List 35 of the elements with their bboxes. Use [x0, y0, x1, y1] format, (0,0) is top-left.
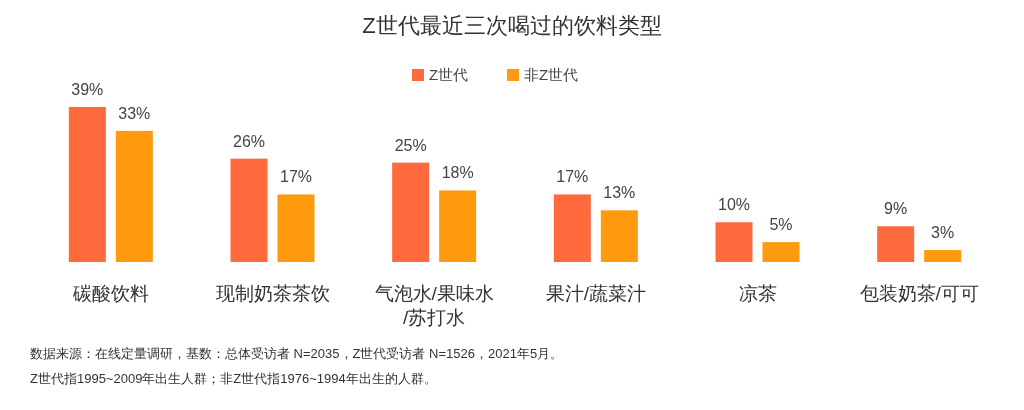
- data-label: 9%: [884, 200, 908, 218]
- bar: [392, 162, 430, 262]
- bar: [553, 194, 591, 262]
- bar: [277, 194, 315, 262]
- data-label: 3%: [931, 224, 955, 242]
- x-tick-label: 包装奶茶/可可: [859, 283, 979, 304]
- bar: [924, 250, 962, 262]
- data-label: 5%: [769, 216, 793, 234]
- bar: [600, 210, 638, 262]
- data-label: 39%: [71, 81, 104, 98]
- data-label: 13%: [603, 184, 636, 202]
- bar: [439, 190, 477, 262]
- data-label: 10%: [717, 196, 751, 214]
- bar: [230, 158, 268, 262]
- legend-label: 非Z世代: [524, 66, 579, 83]
- bar: [877, 226, 915, 262]
- bar: [762, 242, 800, 262]
- x-tick-label: 碳酸饮料: [71, 283, 149, 304]
- x-tick-label: 凉茶: [738, 283, 777, 304]
- data-label: 18%: [441, 164, 474, 182]
- bar: [115, 130, 153, 262]
- bar: [715, 222, 753, 262]
- bar: [68, 107, 106, 262]
- chart-title: Z世代最近三次喝过的饮料类型: [362, 13, 662, 38]
- data-label: 17%: [556, 168, 589, 186]
- data-label: 33%: [118, 104, 151, 122]
- data-label: 17%: [279, 168, 313, 186]
- x-tick-label: 气泡水/果味水/苏打水: [374, 283, 494, 328]
- x-tick-label: 现制奶茶茶饮: [215, 283, 330, 304]
- x-tick-label: 果汁/蔬菜汁: [545, 283, 646, 304]
- text: Z世代指1995~2009年出生人群；非Z世代指1976~1994年出生的人群。: [30, 371, 437, 386]
- source-note: 数据来源：在线定量调研，基数：总体受访者 N=2035，Z世代受访者 N=1526，2021年5月。: [30, 346, 564, 361]
- data-label: 26%: [232, 132, 266, 150]
- legend-label: Z世代: [429, 66, 469, 83]
- data-label: 25%: [394, 136, 427, 154]
